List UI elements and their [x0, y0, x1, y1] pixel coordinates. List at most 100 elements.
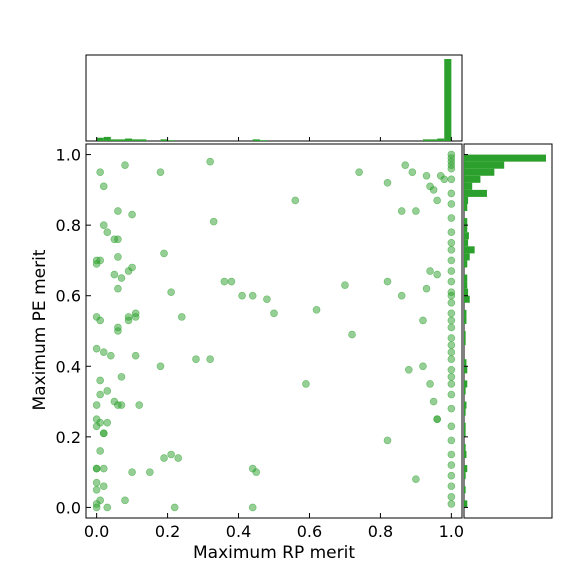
- data-point: [114, 253, 122, 261]
- right-hist-bar: [464, 359, 467, 367]
- right-hist-bar: [464, 161, 505, 169]
- data-point: [419, 316, 427, 325]
- right-hist-bar: [464, 168, 495, 176]
- data-point: [447, 482, 456, 491]
- data-point: [177, 313, 186, 321]
- data-point: [103, 228, 112, 237]
- data-point: [447, 471, 456, 480]
- y-axis-label: Maximum PE merit: [30, 249, 50, 410]
- data-point: [447, 355, 456, 364]
- data-point: [447, 404, 456, 413]
- right-hist-bar: [464, 239, 469, 247]
- data-point: [103, 418, 112, 427]
- y-tick-label: 0.6: [56, 287, 81, 306]
- top-hist-bar: [139, 139, 147, 141]
- data-point: [447, 309, 456, 318]
- data-point: [447, 334, 456, 342]
- data-point: [447, 436, 456, 445]
- x-tick-label: 0.6: [297, 522, 322, 541]
- top-hist-bar: [444, 59, 452, 141]
- data-point: [383, 277, 392, 286]
- data-point: [433, 415, 441, 424]
- right-hist-bar: [464, 225, 468, 233]
- right-hist-bar: [464, 380, 468, 388]
- data-point: [422, 284, 431, 293]
- right-hist-bar: [464, 246, 475, 254]
- top-hist-bar: [259, 140, 267, 141]
- data-point: [96, 447, 104, 455]
- data-point: [348, 330, 356, 339]
- data-point: [447, 256, 456, 265]
- x-tick-label: 0.2: [155, 522, 180, 541]
- y-tick-label: 0.0: [56, 498, 81, 517]
- data-point: [401, 161, 410, 169]
- right-hist-bar: [464, 408, 466, 416]
- data-point: [117, 373, 126, 381]
- right-hist-bar: [464, 338, 466, 346]
- data-point: [426, 380, 434, 388]
- data-point: [110, 270, 119, 279]
- data-point: [206, 157, 214, 166]
- data-point: [447, 175, 456, 184]
- data-point: [397, 207, 406, 215]
- data-point: [447, 277, 456, 286]
- top-hist-bar: [437, 138, 445, 141]
- data-point: [114, 235, 122, 244]
- data-point: [447, 366, 456, 374]
- data-point: [433, 196, 441, 205]
- data-point: [92, 464, 101, 473]
- data-point: [447, 323, 456, 332]
- data-point: [412, 475, 420, 483]
- data-point: [422, 171, 431, 180]
- data-point: [447, 348, 456, 356]
- data-point: [447, 493, 456, 501]
- data-point: [192, 355, 200, 364]
- data-point: [341, 281, 349, 289]
- data-point: [128, 263, 136, 272]
- data-point: [92, 478, 101, 487]
- top-hist-bar: [125, 138, 133, 141]
- data-point: [447, 298, 456, 307]
- right-hist-bar: [464, 274, 468, 282]
- data-point: [447, 238, 456, 247]
- data-point: [433, 270, 441, 279]
- y-tick-label: 0.8: [56, 216, 81, 235]
- data-point: [404, 366, 413, 374]
- right-hist-bar: [464, 288, 469, 296]
- data-point: [117, 401, 126, 409]
- right-hist-bar: [464, 401, 467, 409]
- right-hist-bar: [464, 422, 466, 430]
- top-hist-bar: [160, 139, 168, 141]
- right-hist-bar: [464, 472, 466, 480]
- data-point: [447, 422, 456, 431]
- data-point: [302, 380, 310, 388]
- right-hist-bar: [464, 500, 468, 508]
- y-tick-label: 1.0: [56, 146, 81, 165]
- data-point: [248, 291, 257, 300]
- top-hist-frame: [85, 54, 463, 142]
- data-point: [447, 461, 456, 469]
- data-point: [99, 221, 108, 229]
- right-hist-bar: [464, 175, 481, 183]
- x-tick-label: 1.0: [439, 522, 464, 541]
- data-point: [209, 217, 218, 226]
- x-tick-label: 0.4: [226, 522, 251, 541]
- data-point: [92, 401, 101, 409]
- right-hist-bar: [464, 232, 469, 240]
- right-hist-bar: [464, 309, 467, 317]
- data-point: [96, 390, 104, 399]
- data-point: [447, 450, 456, 459]
- data-point: [447, 246, 456, 254]
- data-point: [429, 397, 438, 406]
- data-point: [447, 291, 456, 300]
- data-point: [92, 415, 101, 424]
- top-hist-bar: [96, 137, 104, 141]
- top-hist-bar: [167, 140, 175, 141]
- data-point: [383, 179, 392, 187]
- top-hist-bar: [132, 139, 140, 141]
- data-point: [167, 450, 175, 459]
- data-point: [92, 260, 101, 268]
- data-point: [92, 422, 101, 431]
